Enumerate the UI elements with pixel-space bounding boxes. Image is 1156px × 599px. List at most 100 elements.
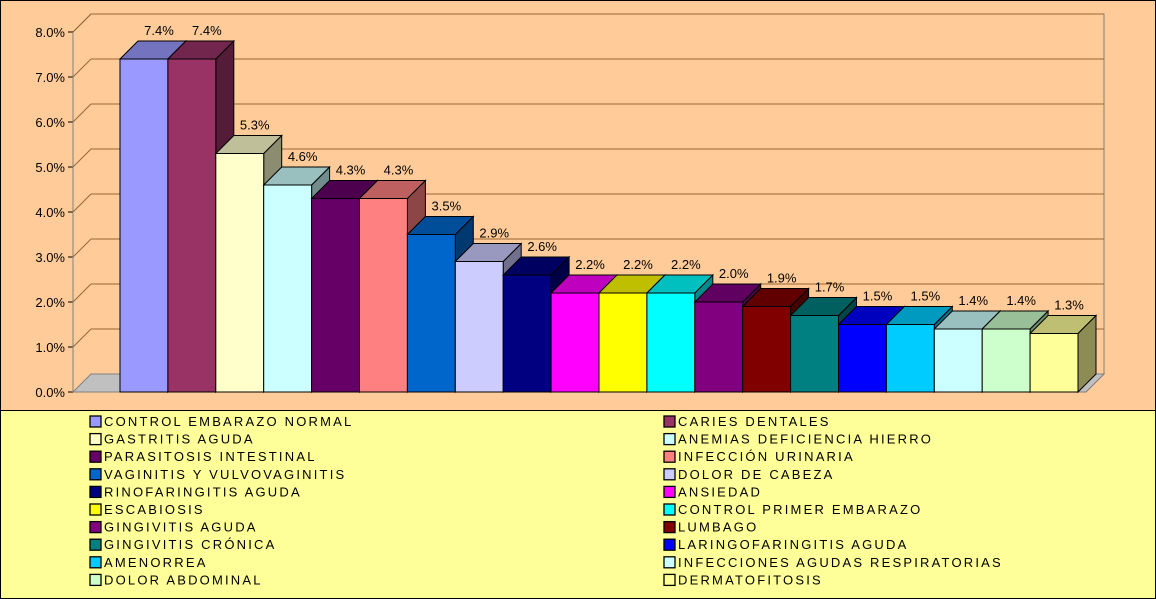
legend-swatch [663, 432, 676, 446]
legend-swatch [89, 556, 102, 569]
data-label: 7.4% [144, 23, 174, 38]
bar-front [215, 153, 265, 393]
legend-entry: RINOFARINGITIS AGUDA [89, 484, 302, 499]
legend-swatch [89, 485, 102, 499]
y-tick-label: 8.0% [35, 25, 65, 40]
data-labels: 7.4% 7.4% 5.3% 4.6% 4.3% 4.3% 3.5% 2.9% 2.6% 2.2%… [144, 23, 1084, 313]
bar-front [359, 198, 408, 393]
gridline-side [72, 103, 92, 123]
legend-label: CONTROL EMBARAZO NORMAL [104, 414, 353, 429]
bar-top [789, 297, 858, 316]
legend-label: GASTRITIS AGUDA [104, 432, 255, 447]
bar-front [646, 292, 696, 393]
bar-front [454, 261, 504, 393]
data-label: 2.0% [719, 266, 749, 281]
data-label: 2.6% [527, 239, 557, 254]
data-label: 1.7% [815, 280, 845, 295]
legend-entry: CONTROL EMBARAZO NORMAL [89, 414, 353, 429]
legend-entry: DOLOR DE CABEZA [663, 467, 835, 482]
bar-front [694, 301, 744, 393]
bar-top [454, 243, 523, 262]
gridline-side [72, 148, 92, 168]
legend-label: DOLOR DE CABEZA [678, 467, 835, 482]
bar-front [406, 234, 456, 393]
legend-label: LUMBAGO [678, 520, 758, 535]
legend-label: ANSIEDAD [678, 484, 762, 499]
bar-front [885, 324, 935, 393]
legend-label: LARINGOFARINGITIS AGUDA [678, 537, 908, 552]
legend-entry: ESCABIOSIS [89, 502, 205, 517]
bar-front [598, 292, 648, 393]
bar-top [693, 283, 762, 303]
data-label: 1.5% [911, 289, 941, 304]
legend: CONTROL EMBARAZO NORMAL CARIES DENTALES GA… [89, 414, 1001, 587]
bar-top [645, 274, 715, 294]
data-label: 7.4% [192, 23, 222, 38]
bar-top [166, 40, 236, 60]
data-label: 3.5% [432, 199, 462, 214]
legend-swatch [663, 485, 676, 499]
y-tick-label: 2.0% [35, 295, 65, 310]
legend-swatch [663, 538, 676, 551]
legend-entry: GINGIVITIS CRÓNICA [89, 537, 274, 552]
legend-entry: LARINGOFARINGITIS AGUDA [663, 537, 908, 552]
bars [118, 39, 1098, 394]
gridline-side [72, 238, 92, 258]
bar [1028, 314, 1098, 394]
legend-label: DERMATOFITOSIS [678, 572, 823, 587]
y-tick-label: 0.0% [35, 385, 65, 400]
bar-top [501, 256, 571, 276]
bar-front [167, 58, 217, 393]
legend-swatch [89, 432, 102, 446]
legend-entry: INFECCIÓN URINARIA [663, 449, 853, 464]
bar-front [119, 58, 169, 393]
y-tick-label: 6.0% [35, 115, 65, 130]
data-label: 4.3% [336, 163, 366, 178]
legend-entry: VAGINITIS Y VULVOVAGINITIS [89, 467, 346, 482]
legend-swatch [663, 450, 676, 463]
data-label: 1.5% [863, 289, 893, 304]
legend-swatch [663, 468, 676, 481]
legend-label: VAGINITIS Y VULVOVAGINITIS [104, 467, 346, 482]
legend-entry: INFECCIONES AGUDAS RESPIRATORIAS [663, 555, 1001, 570]
bar-top [262, 166, 331, 186]
legend-entry: CONTROL PRIMER EMBARAZO [663, 502, 922, 517]
data-label: 2.9% [479, 226, 509, 241]
data-label: 2.2% [623, 257, 653, 272]
legend-label: CARIES DENTALES [678, 414, 831, 429]
legend-swatch [89, 450, 102, 463]
bar-front [550, 292, 600, 393]
y-axis: 0.0% 1.0% 2.0% 3.0% 4.0% 5.0% 6.0% 7.0% 8.0% [35, 25, 74, 400]
legend-entry: DERMATOFITOSIS [663, 572, 823, 587]
bar-front [790, 315, 839, 393]
bar-front [1029, 333, 1079, 393]
y-tick-label: 5.0% [35, 160, 65, 175]
gridline-side [72, 283, 92, 303]
gridline-side [72, 193, 92, 213]
bar-front [838, 324, 887, 393]
legend-entry: ANEMIAS DEFICIENCIA HIERRO [663, 432, 931, 447]
data-label: 1.9% [767, 271, 797, 286]
y-tick-label: 4.0% [35, 205, 65, 220]
bar-front [502, 274, 552, 393]
legend-label: CONTROL PRIMER EMBARAZO [678, 502, 922, 517]
bar-top [358, 180, 427, 199]
data-label: 2.2% [575, 257, 605, 272]
bar-front [933, 328, 983, 393]
legend-label: DOLOR ABDOMINAL [104, 572, 263, 587]
legend-entry: AMENORREA [89, 555, 205, 570]
legend-swatch [89, 573, 102, 587]
legend-entry: CARIES DENTALES [663, 414, 831, 429]
data-label: 2.2% [671, 257, 701, 272]
legend-entry: ANSIEDAD [663, 484, 762, 499]
legend-swatch [663, 503, 676, 516]
bar-front [311, 198, 361, 393]
legend-label: ESCABIOSIS [104, 502, 205, 517]
legend-entry: GASTRITIS AGUDA [89, 432, 255, 447]
legend-label: RINOFARINGITIS AGUDA [104, 484, 302, 499]
bar-top [214, 135, 283, 154]
legend-entry: DOLOR ABDOMINAL [89, 572, 263, 587]
bar-front [742, 306, 792, 393]
legend-swatch [89, 538, 102, 551]
